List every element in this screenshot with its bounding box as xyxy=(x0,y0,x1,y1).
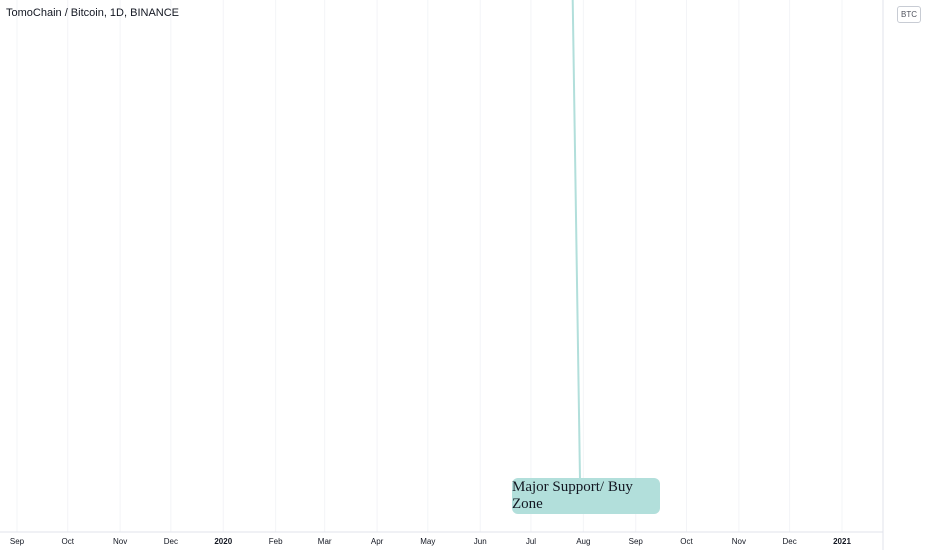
x-tick-label: 2020 xyxy=(214,537,232,546)
annotation-pointer xyxy=(571,0,581,481)
x-tick-label: Dec xyxy=(782,537,796,546)
x-tick-label: Nov xyxy=(732,537,746,546)
x-tick-label: May xyxy=(420,537,435,546)
x-tick-label: Apr xyxy=(371,537,384,546)
x-tick-label: Oct xyxy=(61,537,74,546)
x-tick-label: Oct xyxy=(680,537,693,546)
x-tick-label: Jun xyxy=(474,537,487,546)
chart-title: TomoChain / Bitcoin, 1D, BINANCE xyxy=(6,7,180,19)
x-tick-label: 2021 xyxy=(833,537,851,546)
x-tick-label: Sep xyxy=(10,537,25,546)
support-zone-annotation: Major Support/ Buy Zone xyxy=(512,478,660,514)
x-tick-label: Dec xyxy=(164,537,178,546)
time-axis[interactable]: Sep Oct Nov Dec 2020 Feb Mar Apr May Jun Jul Aug Sep… xyxy=(10,537,852,546)
x-tick-label: Jul xyxy=(526,537,536,546)
x-tick-label: Mar xyxy=(318,537,332,546)
x-tick-label: Aug xyxy=(576,537,590,546)
x-tick-label: Feb xyxy=(269,537,283,546)
x-tick-label: Nov xyxy=(113,537,127,546)
currency-badge[interactable]: BTC xyxy=(897,6,921,23)
chart-grid xyxy=(16,0,843,532)
x-tick-label: Sep xyxy=(629,537,644,546)
